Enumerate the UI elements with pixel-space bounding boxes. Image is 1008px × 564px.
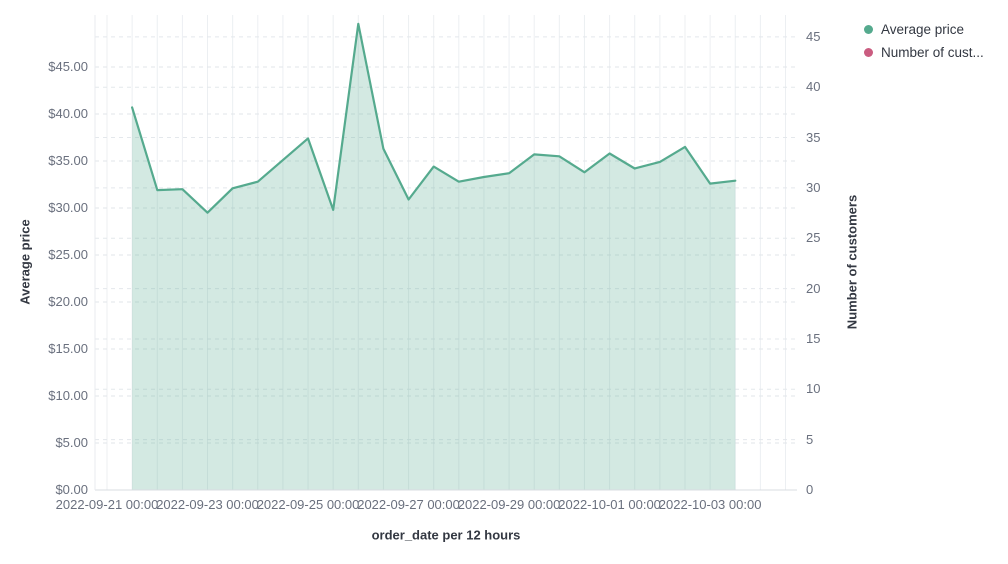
left-axis-title: Average price [17, 219, 33, 305]
right-axis-tick-label: 35 [806, 129, 821, 145]
series-dot-number-of-customers [864, 48, 873, 57]
left-axis-tick-label: $10.00 [48, 388, 88, 403]
left-axis-tick-label: $15.00 [48, 341, 88, 356]
x-axis-tick-label: 2022-10-01 00:00 [558, 497, 661, 512]
right-axis-tick-label: 45 [806, 28, 821, 44]
right-axis-tick-label: 25 [806, 230, 821, 246]
series-dot-average-price [864, 25, 873, 34]
legend-label: Average price [881, 22, 965, 37]
left-axis-tick-label: $30.00 [48, 200, 88, 215]
right-axis-title: Number of customers [844, 194, 860, 330]
x-axis-tick-label: 2022-10-03 00:00 [658, 497, 762, 512]
right-axis-tick-label: 40 [806, 79, 821, 95]
x-axis-tick-label: 2022-09-21 00:00 [55, 497, 159, 512]
right-axis-tick-label: 10 [806, 381, 821, 397]
x-axis-tick-label: 2022-09-27 00:00 [357, 497, 460, 512]
x-axis-tick-label: 2022-09-29 00:00 [457, 497, 561, 512]
legend-item-number-of-customers[interactable]: Number of cust... [864, 45, 984, 60]
right-axis-tick-label: 20 [806, 280, 821, 296]
left-axis-tick-label: $20.00 [48, 294, 88, 309]
left-axis-tick-label: $0.00 [55, 482, 88, 497]
right-axis-tick-label: 0 [806, 482, 814, 497]
right-axis-tick-label: 5 [806, 431, 814, 447]
line-average-price [131, 22, 737, 214]
left-axis-tick-label: $35.00 [48, 153, 88, 168]
right-axis-tick-label: 30 [806, 179, 821, 195]
area-fill-average-price [132, 23, 736, 491]
left-axis-tick-label: $25.00 [48, 247, 88, 262]
legend-item-average-price[interactable]: Average price [864, 22, 984, 37]
legend: Average price Number of cust... [864, 22, 984, 60]
left-axis-tick-label: $40.00 [48, 106, 88, 121]
left-axis-tick-label: $45.00 [48, 59, 88, 74]
legend-label: Number of cust... [881, 45, 984, 60]
x-axis-tick-label: 2022-09-23 00:00 [156, 497, 259, 512]
right-axis-tick-label: 15 [806, 330, 821, 346]
x-axis-title: order_date per 12 hours [371, 527, 521, 543]
x-axis-tick-label: 2022-09-25 00:00 [256, 497, 360, 512]
left-axis-tick-label: $5.00 [55, 435, 88, 450]
